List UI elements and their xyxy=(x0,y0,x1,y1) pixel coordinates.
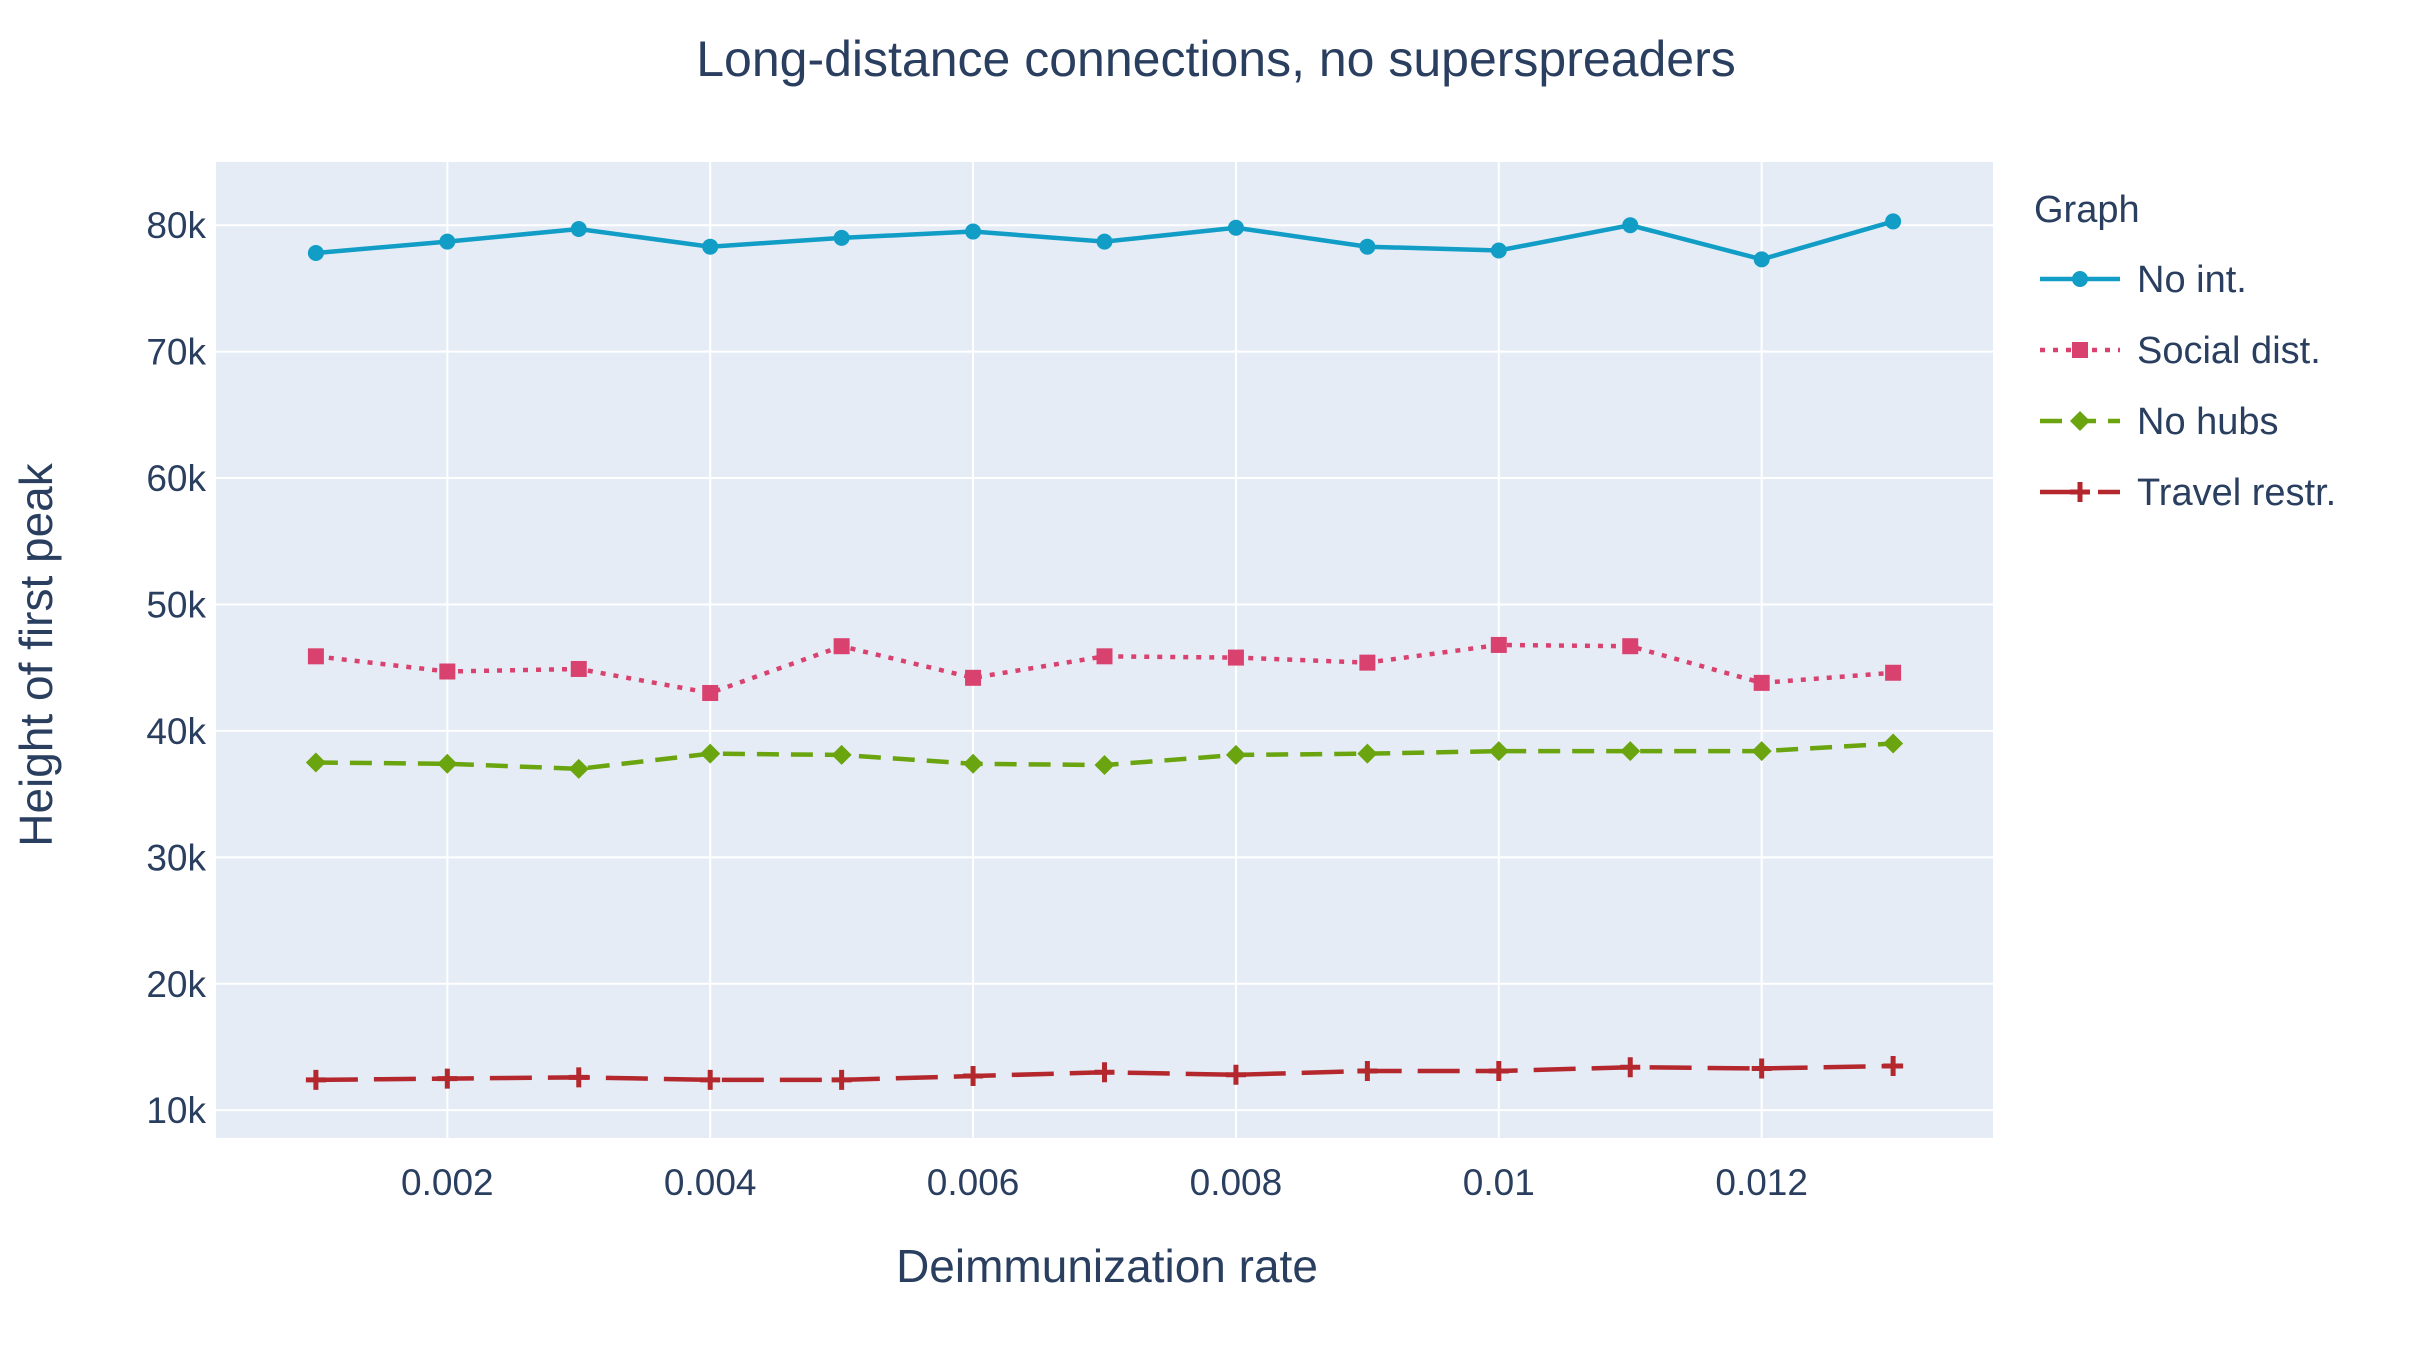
y-tick-label: 40k xyxy=(146,711,206,752)
legend-item-travel-restr[interactable]: Travel restr. xyxy=(2040,472,2336,514)
data-point-social-dist[interactable] xyxy=(1359,654,1376,671)
data-point-social-dist[interactable] xyxy=(965,669,982,686)
data-point-no-hubs[interactable] xyxy=(700,743,721,764)
data-point-no-hubs[interactable] xyxy=(1094,755,1115,776)
legend-item-no-int[interactable]: No int. xyxy=(2040,259,2247,301)
data-point-no-int[interactable] xyxy=(1490,242,1507,259)
data-point-social-dist[interactable] xyxy=(1753,674,1770,691)
data-point-no-int[interactable] xyxy=(1359,238,1376,255)
data-point-no-hubs[interactable] xyxy=(1751,741,1772,762)
data-point-no-hubs[interactable] xyxy=(1883,733,1904,754)
data-point-no-hubs[interactable] xyxy=(437,753,458,774)
data-point-no-int[interactable] xyxy=(1622,217,1639,234)
legend-marker-no-int xyxy=(2072,271,2088,287)
data-point-no-int[interactable] xyxy=(1753,251,1770,268)
y-tick-label: 20k xyxy=(146,964,206,1005)
legend-marker-social-dist xyxy=(2072,342,2088,358)
data-point-travel-restr[interactable] xyxy=(1488,1060,1509,1081)
y-tick-labels: 10k 20k 30k 40k 50k 60k 70k 80k xyxy=(146,205,206,1131)
x-tick-labels: 0.002 0.004 0.006 0.008 0.01 0.012 xyxy=(401,1162,1808,1203)
data-point-travel-restr[interactable] xyxy=(305,1069,326,1090)
data-point-no-int[interactable] xyxy=(1227,219,1244,236)
x-tick-label: 0.008 xyxy=(1190,1162,1283,1203)
x-tick-label: 0.004 xyxy=(664,1162,757,1203)
legend-marker-travel-restr xyxy=(2070,482,2090,502)
data-point-no-int[interactable] xyxy=(1096,233,1113,250)
series-layer xyxy=(305,213,1904,1090)
data-point-social-dist[interactable] xyxy=(439,663,456,680)
y-tick-label: 70k xyxy=(146,332,206,373)
series-no-hubs xyxy=(305,733,1904,779)
data-point-travel-restr[interactable] xyxy=(963,1066,984,1087)
x-tick-label: 0.006 xyxy=(927,1162,1020,1203)
data-point-no-int[interactable] xyxy=(965,223,982,240)
y-tick-label: 60k xyxy=(146,458,206,499)
chart-title: Long-distance connections, no supersprea… xyxy=(696,31,1736,87)
data-point-no-hubs[interactable] xyxy=(1488,741,1509,762)
y-tick-label: 80k xyxy=(146,205,206,246)
data-point-no-hubs[interactable] xyxy=(1357,743,1378,764)
data-point-travel-restr[interactable] xyxy=(1094,1062,1115,1083)
x-tick-label: 0.002 xyxy=(401,1162,494,1203)
y-tick-label: 50k xyxy=(146,584,206,625)
grid-lines xyxy=(216,162,1993,1138)
data-point-travel-restr[interactable] xyxy=(1225,1064,1246,1085)
data-point-no-int[interactable] xyxy=(439,233,456,250)
data-point-travel-restr[interactable] xyxy=(437,1068,458,1089)
data-point-no-int[interactable] xyxy=(570,221,587,238)
legend-marker-no-hubs xyxy=(2070,411,2090,431)
legend-label: Travel restr. xyxy=(2137,472,2336,514)
data-point-no-hubs[interactable] xyxy=(963,753,984,774)
data-point-social-dist[interactable] xyxy=(307,648,324,665)
data-point-social-dist[interactable] xyxy=(702,684,719,701)
series-no-int xyxy=(307,213,1902,268)
data-point-no-int[interactable] xyxy=(307,245,324,262)
legend-item-social-dist[interactable]: Social dist. xyxy=(2040,330,2321,372)
data-point-social-dist[interactable] xyxy=(1096,648,1113,665)
data-point-no-int[interactable] xyxy=(702,238,719,255)
data-point-no-hubs[interactable] xyxy=(568,758,589,779)
series-social-dist xyxy=(307,636,1902,701)
legend-title: Graph xyxy=(2034,189,2140,231)
data-point-travel-restr[interactable] xyxy=(1883,1055,1904,1076)
data-point-travel-restr[interactable] xyxy=(1357,1060,1378,1081)
y-tick-label: 10k xyxy=(146,1090,206,1131)
data-point-social-dist[interactable] xyxy=(1490,636,1507,653)
data-point-travel-restr[interactable] xyxy=(1751,1058,1772,1079)
series-travel-restr xyxy=(305,1055,1904,1090)
data-point-no-hubs[interactable] xyxy=(305,752,326,773)
y-tick-label: 30k xyxy=(146,837,206,878)
y-axis-title: Height of first peak xyxy=(10,462,62,847)
legend-label: No int. xyxy=(2137,259,2247,301)
data-point-travel-restr[interactable] xyxy=(831,1069,852,1090)
legend-item-no-hubs[interactable]: No hubs xyxy=(2040,401,2279,443)
legend-label: No hubs xyxy=(2137,401,2279,443)
data-point-travel-restr[interactable] xyxy=(568,1067,589,1088)
data-point-no-hubs[interactable] xyxy=(831,744,852,765)
data-point-no-int[interactable] xyxy=(833,229,850,246)
data-point-social-dist[interactable] xyxy=(1227,649,1244,666)
data-point-no-hubs[interactable] xyxy=(1225,744,1246,765)
legend-label: Social dist. xyxy=(2137,330,2321,372)
data-point-travel-restr[interactable] xyxy=(700,1069,721,1090)
data-point-social-dist[interactable] xyxy=(1885,664,1902,681)
legend[interactable]: No int. Social dist. No hubs Travel restr. xyxy=(2040,259,2336,514)
data-point-travel-restr[interactable] xyxy=(1620,1057,1641,1078)
data-point-social-dist[interactable] xyxy=(1622,638,1639,655)
x-tick-label: 0.01 xyxy=(1463,1162,1535,1203)
data-point-social-dist[interactable] xyxy=(570,660,587,677)
x-tick-label: 0.012 xyxy=(1715,1162,1808,1203)
data-point-no-int[interactable] xyxy=(1885,213,1902,230)
x-axis-title: Deimmunization rate xyxy=(896,1240,1318,1292)
data-point-no-hubs[interactable] xyxy=(1620,741,1641,762)
data-point-social-dist[interactable] xyxy=(833,638,850,655)
